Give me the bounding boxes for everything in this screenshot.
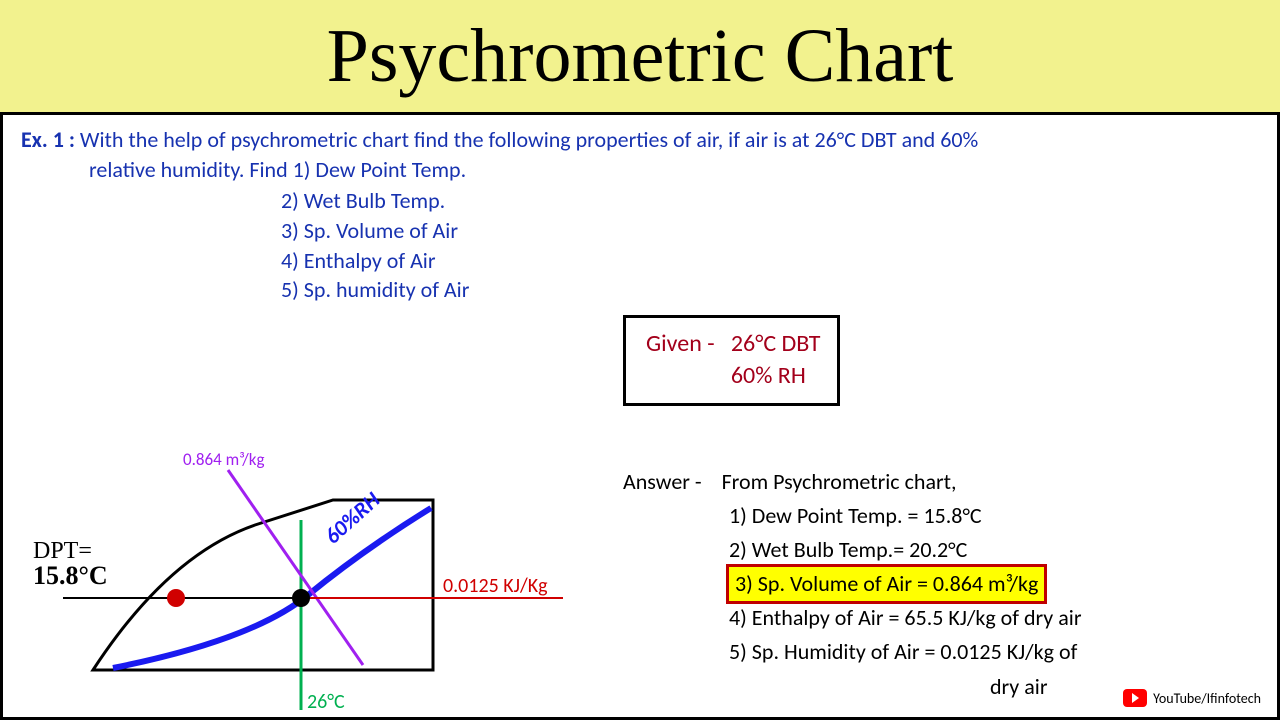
example-label: Ex. 1 :: [21, 126, 75, 153]
rh-label: 60%RH: [319, 486, 385, 549]
youtube-text: YouTube/Ifinfotech: [1153, 690, 1261, 707]
answer-line: dry air: [729, 670, 1048, 704]
answer-line-highlighted: 3) Sp. Volume of Air = 0.864 m³/kg: [729, 567, 1044, 601]
dbt-label: 26°C: [307, 690, 345, 710]
answer-line: 4) Enthalpy of Air = 65.5 KJ/kg of dry a…: [729, 601, 1082, 635]
psychrometric-diagram: 60%RH 26°C 0.864 m³/kg 0.0125 KJ/Kg DPT=…: [33, 450, 593, 710]
problem-statement: Ex. 1 : With the help of psychrometric c…: [21, 125, 1259, 305]
problem-list: 2) Wet Bulb Temp. 3) Sp. Volume of Air 4…: [281, 186, 1259, 305]
problem-item: 4) Enthalpy of Air: [281, 246, 1259, 276]
page-title: Psychrometric Chart: [327, 13, 954, 100]
given-box: Given - 26°C DBT Given - 60% RH: [623, 315, 840, 406]
given-label: Given -: [646, 329, 715, 358]
intersection-point: [292, 589, 310, 607]
title-bar: Psychrometric Chart: [0, 0, 1280, 112]
problem-stem-2: relative humidity. Find 1) Dew Point Tem…: [89, 156, 466, 183]
spvol-label: 0.864 m³/kg: [183, 450, 265, 470]
chart-boundary: [93, 500, 433, 670]
answer-line: 1) Dew Point Temp. = 15.8°C: [729, 499, 1082, 533]
given-line2: 60% RH: [731, 361, 806, 390]
dpt-label-b: 15.8°C: [33, 561, 108, 590]
dpt-point: [167, 589, 185, 607]
given-line1: 26°C DBT: [731, 329, 821, 358]
humidity-label: 0.0125 KJ/Kg: [443, 574, 548, 598]
answer-line: 2) Wet Bulb Temp.= 20.2°C: [729, 533, 1082, 567]
answer-block: Answer - From Psychrometric chart, 1) De…: [623, 465, 1082, 704]
problem-item: 3) Sp. Volume of Air: [281, 216, 1259, 246]
answer-label: Answer -: [623, 468, 702, 495]
content-panel: Ex. 1 : With the help of psychrometric c…: [0, 112, 1280, 720]
answer-intro: From Psychrometric chart,: [722, 468, 957, 495]
problem-stem-1: With the help of psychrometric chart fin…: [80, 126, 978, 153]
youtube-credit: YouTube/Ifinfotech: [1123, 689, 1261, 707]
problem-item: 5) Sp. humidity of Air: [281, 275, 1259, 305]
answer-line: 5) Sp. Humidity of Air = 0.0125 KJ/kg of: [729, 635, 1082, 669]
problem-item: 2) Wet Bulb Temp.: [281, 186, 1259, 216]
youtube-icon: [1123, 689, 1147, 707]
